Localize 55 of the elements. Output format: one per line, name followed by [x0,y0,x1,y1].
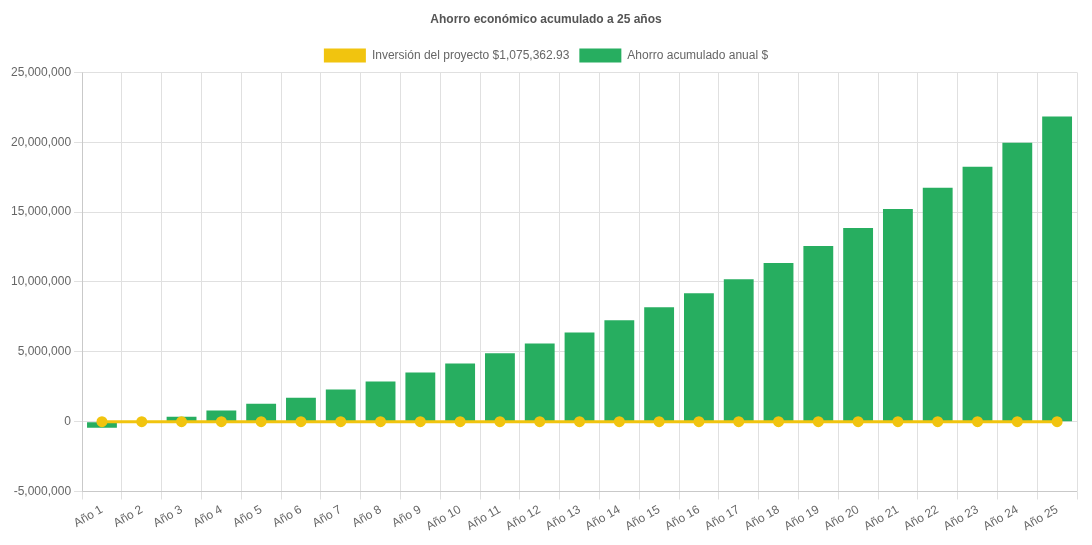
x-tick-label: Año 20 [821,501,862,534]
x-tick-label: Año 25 [1020,501,1061,534]
y-tick-label: 20,000,000 [11,134,72,149]
y-tick-label: 25,000,000 [11,64,72,79]
x-tick-label: Año 15 [622,501,663,534]
x-tick-label: Año 14 [582,501,623,534]
bar [524,343,555,422]
bar [1042,116,1073,422]
x-tick-label: Año 16 [662,501,703,534]
bar [1002,142,1033,422]
bar [485,353,515,422]
x-tick-label: Año 13 [542,501,583,534]
y-tick-label: 0 [64,413,72,428]
bar [684,293,714,422]
x-tick-label: Año 2 [110,501,146,530]
legend-label: Ahorro acumulado anual $ [627,47,769,62]
chart-title: Ahorro económico acumulado a 25 años [430,11,663,26]
y-tick-label: 10,000,000 [11,274,72,289]
x-tick-label: Año 1 [70,501,106,530]
x-tick-label: Año 23 [940,501,981,534]
x-tick-label: Año 24 [980,501,1021,534]
x-tick-label: Año 21 [861,501,902,534]
bar [882,208,913,422]
y-tick-label: 15,000,000 [11,204,72,219]
x-tick-label: Año 3 [150,501,185,530]
bar [803,246,834,422]
x-tick-label: Año 10 [423,501,464,534]
bar [962,166,993,422]
x-tick-label: Año 22 [900,501,942,534]
x-tick-label: Año 5 [230,501,265,530]
y-tick-label: -5,000,000 [13,483,72,498]
bar [325,389,356,422]
bar [405,372,436,422]
legend-label: Inversión del proyecto $1,075,362.93 [371,47,570,62]
bar [564,332,595,422]
y-tick-label: 5,000,000 [17,344,72,359]
bar [763,263,794,422]
x-tick-label: Año 12 [502,501,544,534]
x-tick-label: Año 7 [309,501,345,530]
bar [644,307,675,422]
bar [723,279,754,422]
x-tick-label: Año 6 [269,501,305,530]
x-tick-label: Año 4 [190,501,225,530]
bar [286,397,316,422]
x-tick-label: Año 18 [741,501,782,534]
bar [843,228,874,422]
x-tick-label: Año 9 [389,501,424,530]
bar [604,320,635,422]
x-tick-label: Año 17 [701,501,743,534]
bar [922,187,953,422]
x-tick-label: Año 8 [349,501,384,530]
x-tick-label: Año 11 [463,501,504,533]
bar [365,381,396,422]
bar [445,363,476,422]
x-tick-label: Año 19 [781,501,822,534]
